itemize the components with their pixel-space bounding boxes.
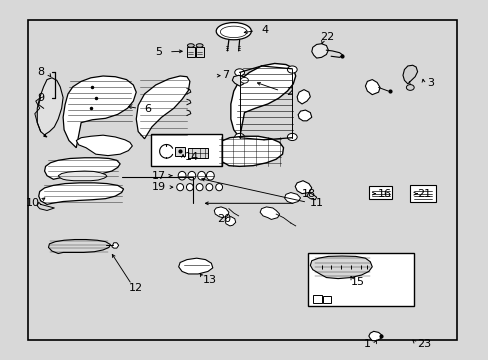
Bar xyxy=(312,296,321,303)
Text: 3: 3 xyxy=(427,78,433,88)
Circle shape xyxy=(234,69,244,76)
Polygon shape xyxy=(284,193,300,203)
Text: 2: 2 xyxy=(285,87,292,97)
Polygon shape xyxy=(112,243,119,248)
Ellipse shape xyxy=(205,184,212,191)
Bar xyxy=(151,134,221,166)
Bar xyxy=(27,21,456,339)
Ellipse shape xyxy=(187,44,194,47)
Polygon shape xyxy=(63,76,136,148)
Text: 8: 8 xyxy=(37,67,44,77)
Text: 6: 6 xyxy=(144,104,151,114)
Bar xyxy=(307,253,413,306)
Polygon shape xyxy=(136,76,189,139)
Text: 23: 23 xyxy=(416,339,430,349)
Text: 10: 10 xyxy=(25,198,40,208)
Ellipse shape xyxy=(186,184,193,191)
Polygon shape xyxy=(178,258,212,274)
Polygon shape xyxy=(195,47,203,57)
Polygon shape xyxy=(310,256,371,279)
Polygon shape xyxy=(297,90,310,104)
Polygon shape xyxy=(402,65,417,84)
Ellipse shape xyxy=(187,171,195,180)
Bar xyxy=(188,148,207,158)
Ellipse shape xyxy=(178,171,185,180)
Text: 22: 22 xyxy=(320,32,334,42)
Text: 9: 9 xyxy=(37,93,44,103)
Polygon shape xyxy=(232,75,245,86)
Polygon shape xyxy=(311,44,328,58)
Text: 19: 19 xyxy=(152,182,166,192)
Text: 11: 11 xyxy=(309,198,323,208)
Ellipse shape xyxy=(197,171,205,180)
Bar xyxy=(409,185,435,202)
Bar xyxy=(175,147,184,156)
Text: 12: 12 xyxy=(129,283,143,293)
Bar xyxy=(368,186,391,199)
Text: 18: 18 xyxy=(301,189,315,199)
Ellipse shape xyxy=(215,184,222,191)
Polygon shape xyxy=(48,239,110,253)
Circle shape xyxy=(240,77,248,83)
Polygon shape xyxy=(214,207,228,218)
Polygon shape xyxy=(76,135,132,156)
Polygon shape xyxy=(365,80,379,95)
Circle shape xyxy=(406,85,413,90)
Text: 14: 14 xyxy=(184,152,199,162)
Text: 21: 21 xyxy=(416,189,430,199)
Polygon shape xyxy=(368,331,381,341)
Polygon shape xyxy=(298,110,311,121)
Text: 15: 15 xyxy=(350,277,364,287)
Ellipse shape xyxy=(176,184,183,191)
Text: 16: 16 xyxy=(377,189,391,199)
Text: 4: 4 xyxy=(261,25,268,35)
Text: 7: 7 xyxy=(222,70,229,80)
Polygon shape xyxy=(39,183,123,204)
Polygon shape xyxy=(224,217,235,226)
Polygon shape xyxy=(44,158,120,179)
Circle shape xyxy=(234,134,244,140)
Text: 1: 1 xyxy=(363,339,370,349)
Ellipse shape xyxy=(206,171,214,180)
Polygon shape xyxy=(215,136,283,166)
Ellipse shape xyxy=(196,184,203,191)
Circle shape xyxy=(287,134,297,140)
Polygon shape xyxy=(230,63,295,138)
Circle shape xyxy=(287,66,297,73)
Ellipse shape xyxy=(216,23,251,40)
Text: 17: 17 xyxy=(152,171,166,181)
Polygon shape xyxy=(186,47,194,57)
Bar xyxy=(323,296,330,303)
Text: 20: 20 xyxy=(217,215,231,224)
Polygon shape xyxy=(37,78,63,137)
Ellipse shape xyxy=(196,44,203,47)
Polygon shape xyxy=(260,207,279,220)
Polygon shape xyxy=(58,171,107,181)
Text: 13: 13 xyxy=(202,275,216,285)
Text: 5: 5 xyxy=(155,47,163,57)
Polygon shape xyxy=(295,181,311,194)
